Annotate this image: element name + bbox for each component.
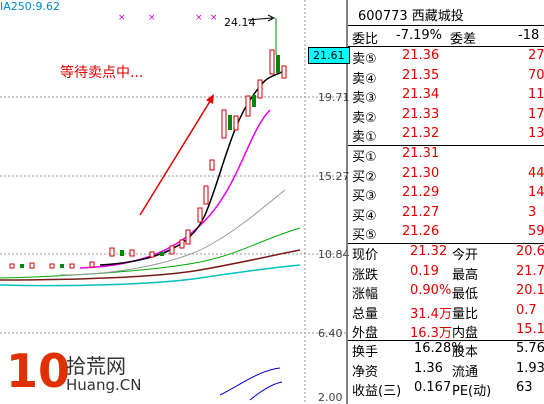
grid [0, 96, 348, 334]
value: 0.90% [410, 283, 452, 298]
candles-down [20, 55, 280, 268]
label: 最高 [452, 267, 479, 283]
svg-text:×: × [118, 13, 126, 23]
value: 63 [516, 380, 533, 395]
price: 21.31 [402, 146, 440, 161]
price-tag: 21.61 [308, 47, 350, 64]
value: -7.19% [396, 28, 442, 43]
quote-header: 600773 西藏城投 [358, 9, 464, 24]
price: 21.36 [402, 48, 440, 63]
label: 涨跌 [352, 267, 379, 283]
volume: 3 [528, 204, 537, 220]
volume: 14 [528, 185, 544, 200]
label: 收益(三) [352, 384, 402, 399]
volume: 59 [528, 224, 544, 239]
svg-text:×: × [195, 13, 203, 23]
value: 1.93 [516, 360, 544, 376]
value: 20.1 [516, 283, 544, 298]
level: 买③ [352, 189, 377, 204]
label: 涨幅 [352, 287, 379, 302]
level: 卖② [352, 110, 377, 126]
value: 1.36 [414, 360, 443, 376]
volume: 27 [528, 48, 544, 63]
value: 21.7 [516, 263, 544, 279]
value: 20.6 [516, 244, 544, 259]
price: 21.29 [402, 185, 440, 200]
volume: 70 [528, 67, 544, 83]
separator [348, 340, 544, 341]
price-axis-label: 19.71 [318, 91, 350, 104]
label: 股本 [452, 345, 479, 360]
price: 21.30 [402, 165, 440, 181]
level: 买⑤ [352, 228, 377, 243]
value: 21.32 [410, 244, 448, 259]
price: 21.32 [402, 126, 440, 141]
price: 21.27 [402, 204, 440, 220]
price: 21.33 [402, 106, 440, 122]
value: 0.167 [414, 380, 452, 395]
label: 换手 [352, 345, 379, 360]
value: 16.3万 [410, 326, 452, 341]
label: 总量 [352, 306, 379, 322]
price-axis-label: 6.40 [318, 327, 343, 340]
indicator: IA250:9.62 [0, 0, 60, 13]
logo-site: Huang.CN [66, 376, 142, 394]
label: 净资 [352, 364, 379, 380]
volume: 13 [528, 126, 544, 141]
svg-text:×: × [210, 13, 218, 23]
level: 卖① [352, 130, 377, 145]
level: 卖③ [352, 91, 377, 106]
price-axis-label: 15.27 [318, 170, 350, 183]
label: 量比 [452, 306, 479, 322]
markers: × × × × [118, 13, 218, 23]
level: 买① [352, 150, 377, 165]
chart: × × × × [0, 0, 348, 404]
volume: 11 [528, 87, 544, 102]
candles [9, 49, 287, 269]
separator [348, 46, 544, 47]
label: 委差 [450, 32, 477, 47]
value: 0.19 [410, 263, 439, 279]
logo-name: 拾荒网 [66, 354, 126, 378]
price: 21.35 [402, 67, 440, 83]
value: 0.7 [516, 302, 537, 318]
price-axis-label: 2.00 [318, 391, 343, 404]
label: 委比 [352, 32, 379, 47]
label: 内盘 [452, 326, 479, 341]
level: 买② [352, 169, 377, 185]
separator [348, 243, 544, 244]
level: 卖⑤ [352, 52, 377, 67]
label: 最低 [452, 287, 479, 302]
price-axis-label: 10.84 [318, 248, 350, 261]
value: 16.28% [414, 341, 464, 356]
label: 现价 [352, 248, 379, 263]
value: 31.4万 [410, 306, 452, 322]
logo-number: 10 [6, 344, 71, 398]
annotation: 等待卖点中... [60, 65, 144, 81]
volume: 44 [528, 165, 544, 181]
value: -18 [518, 28, 540, 43]
value: 5.76 [516, 341, 544, 356]
price: 21.26 [402, 224, 440, 239]
label: 今开 [452, 248, 479, 263]
value: 15.17 [516, 322, 544, 337]
label: 外盘 [352, 326, 379, 341]
svg-text:×: × [148, 13, 156, 23]
separator [348, 145, 544, 146]
price: 21.34 [402, 87, 440, 102]
volume: 17 [528, 106, 544, 122]
peak-label: 24.14 [224, 16, 256, 29]
label: 流通 [452, 364, 479, 380]
label: PE(动) [452, 384, 492, 399]
level: 买④ [352, 208, 377, 224]
level: 卖④ [352, 71, 377, 87]
